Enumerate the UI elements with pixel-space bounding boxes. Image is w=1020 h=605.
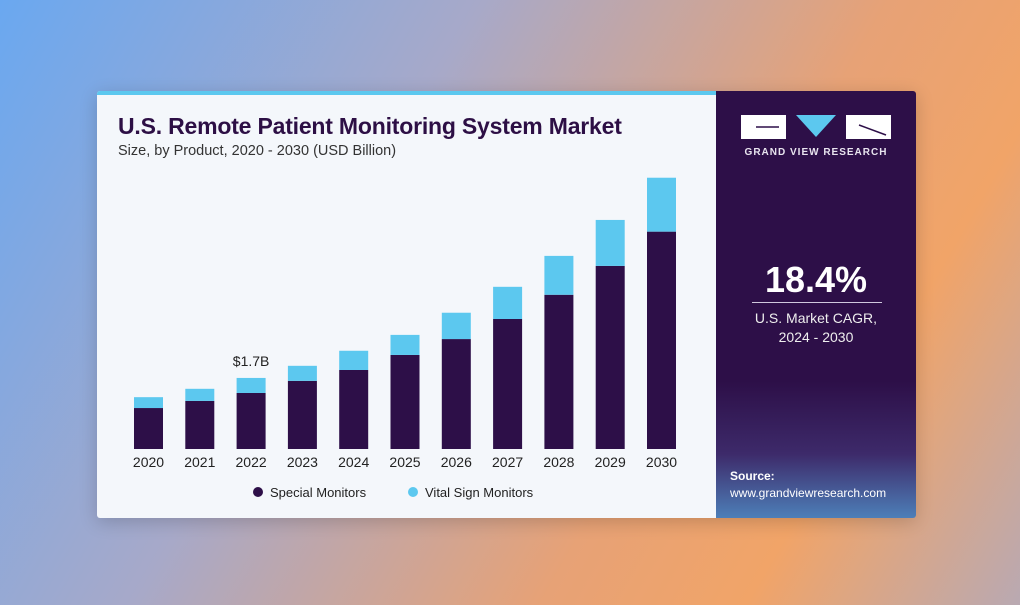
cagr-label-line1: U.S. Market CAGR, <box>754 310 878 326</box>
brand-name: GRAND VIEW RESEARCH <box>744 147 888 158</box>
x-tick-label: 2022 <box>236 454 267 470</box>
bar-special-2024 <box>339 369 369 449</box>
x-tick-label: 2028 <box>543 454 574 470</box>
bar-vital-sign-2030 <box>647 177 676 232</box>
x-tick-label: 2024 <box>338 454 369 470</box>
x-tick-label: 2020 <box>133 454 164 470</box>
infographic-card: U.S. Remote Patient Monitoring System Ma… <box>97 91 916 518</box>
source-url[interactable]: www.grandviewresearch.com <box>730 486 887 500</box>
bar-special-2025 <box>390 354 420 449</box>
grand-view-research-logo <box>741 115 891 139</box>
bar-vital-sign-2029 <box>595 219 625 266</box>
legend-label: Vital Sign Monitors <box>425 485 534 500</box>
bar-special-2020 <box>134 408 163 449</box>
x-tick-label: 2025 <box>389 454 420 470</box>
bar-vital-sign-2023 <box>287 365 317 381</box>
chart-title: U.S. Remote Patient Monitoring System Ma… <box>118 113 622 139</box>
cagr-value: 18.4% <box>764 259 868 300</box>
x-tick-label: 2023 <box>287 454 318 470</box>
bar-special-2021 <box>185 400 215 449</box>
bar-vital-sign-2024 <box>339 350 369 370</box>
accent-strip <box>97 91 716 95</box>
legend-label: Special Monitors <box>270 485 367 500</box>
bar-special-2022 <box>236 392 266 449</box>
x-tick-label: 2027 <box>492 454 523 470</box>
bar-special-2030 <box>647 231 676 449</box>
info-panel: GRAND VIEW RESEARCH 18.4% U.S. Market CA… <box>716 91 916 518</box>
bar-special-2023 <box>287 380 317 449</box>
x-tick-label: 2029 <box>595 454 626 470</box>
bar-vital-sign-2020 <box>134 397 163 409</box>
chart-panel: U.S. Remote Patient Monitoring System Ma… <box>97 91 716 518</box>
bar-vital-sign-2021 <box>185 388 215 401</box>
x-tick-label: 2030 <box>646 454 677 470</box>
chart-subtitle: Size, by Product, 2020 - 2030 (USD Billi… <box>118 143 397 159</box>
x-tick-label: 2026 <box>441 454 472 470</box>
bar-vital-sign-2026 <box>441 312 471 340</box>
x-tick-label: 2021 <box>184 454 215 470</box>
cagr-label: U.S. Market CAGR, 2024 - 2030 <box>716 309 916 347</box>
bar-special-2028 <box>544 294 574 449</box>
bar-special-2026 <box>441 339 471 449</box>
source-label: Source: <box>730 469 775 483</box>
bar-vital-sign-2027 <box>493 286 523 320</box>
bar-vital-sign-2022 <box>236 377 266 393</box>
bar-vital-sign-2028 <box>544 255 574 295</box>
legend-marker-0 <box>253 487 263 497</box>
bar-vital-sign-2025 <box>390 334 420 355</box>
bar-special-2029 <box>595 265 625 449</box>
bar-special-2027 <box>493 319 523 449</box>
legend-marker-1 <box>408 487 418 497</box>
divider <box>752 302 882 303</box>
bar-chart: 2020 2021 2022 $1.7B 2023 2024 2025 2026 2027 202… <box>133 177 677 500</box>
cagr-label-line2: 2024 - 2030 <box>778 329 854 345</box>
data-label: $1.7B <box>233 353 270 369</box>
